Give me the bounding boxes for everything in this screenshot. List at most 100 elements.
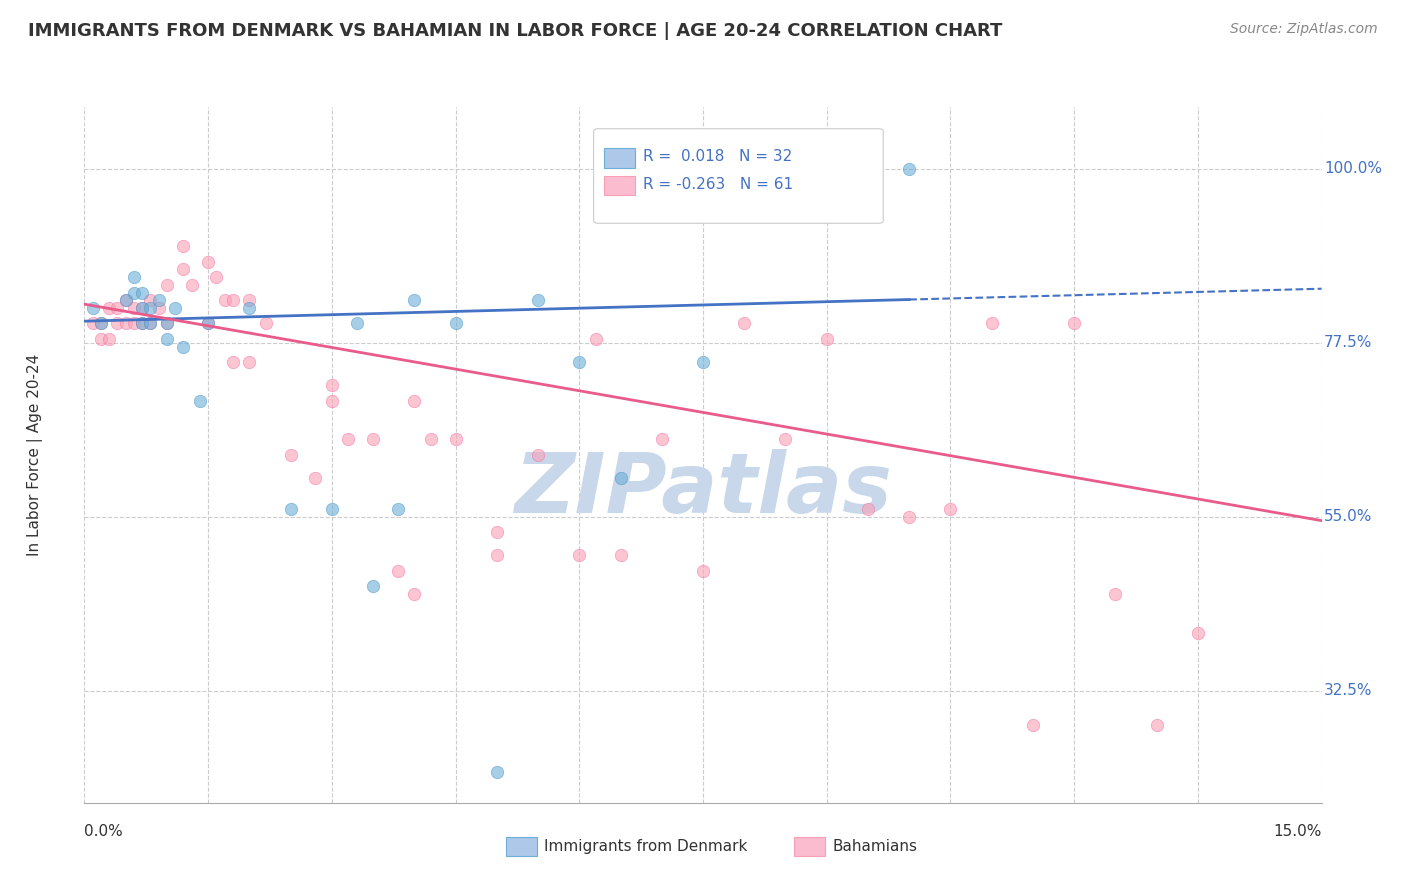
Point (444, 317, 467, 331)
Point (815, 332, 838, 346)
Point (82, 317, 104, 331)
Point (131, 317, 153, 331)
Point (321, 378, 343, 392)
Point (651, 433, 673, 447)
Point (939, 502, 962, 516)
Point (733, 317, 755, 331)
Point (197, 317, 219, 331)
Point (122, 285, 145, 300)
Text: In Labor Force | Age 20-24: In Labor Force | Age 20-24 (27, 354, 42, 556)
Point (90, 317, 112, 331)
Point (387, 502, 409, 516)
Point (139, 293, 162, 308)
Point (304, 471, 326, 485)
Text: 77.5%: 77.5% (1324, 335, 1372, 351)
Point (1146, 718, 1168, 732)
Point (527, 293, 550, 308)
Point (205, 270, 228, 285)
Point (280, 502, 302, 516)
Point (156, 317, 179, 331)
Point (361, 579, 384, 593)
Point (1104, 587, 1126, 601)
Point (188, 393, 211, 408)
Point (321, 502, 343, 516)
Text: Bahamians: Bahamians (832, 839, 917, 854)
Point (775, 433, 797, 447)
Point (1187, 625, 1209, 640)
Point (98, 332, 121, 346)
Point (122, 317, 145, 331)
Point (585, 332, 607, 346)
Point (148, 293, 170, 308)
Point (197, 317, 219, 331)
Point (280, 448, 302, 462)
Text: 55.0%: 55.0% (1324, 509, 1372, 524)
Text: Source: ZipAtlas.com: Source: ZipAtlas.com (1230, 22, 1378, 37)
Point (444, 433, 467, 447)
Point (387, 564, 409, 578)
Point (156, 317, 179, 331)
Point (485, 525, 508, 540)
Point (898, 509, 921, 524)
Point (114, 293, 136, 308)
Point (172, 340, 194, 354)
Point (114, 317, 136, 331)
Point (568, 549, 591, 563)
Point (180, 277, 202, 292)
Point (568, 355, 591, 369)
Point (197, 254, 219, 268)
Point (404, 587, 426, 601)
Point (898, 161, 921, 176)
Point (856, 502, 879, 516)
Point (82, 301, 104, 315)
Point (485, 764, 508, 779)
Point (148, 301, 170, 315)
Point (346, 317, 368, 331)
Text: R =  0.018   N = 32: R = 0.018 N = 32 (644, 149, 793, 164)
Point (238, 293, 260, 308)
Point (105, 317, 128, 331)
Text: IMMIGRANTS FROM DENMARK VS BAHAMIAN IN LABOR FORCE | AGE 20-24 CORRELATION CHART: IMMIGRANTS FROM DENMARK VS BAHAMIAN IN L… (28, 22, 1002, 40)
Point (105, 301, 128, 315)
Point (419, 433, 441, 447)
Point (222, 293, 245, 308)
Point (361, 433, 384, 447)
Point (238, 301, 260, 315)
Point (337, 433, 360, 447)
Point (815, 161, 838, 176)
Point (222, 355, 245, 369)
Text: 32.5%: 32.5% (1324, 683, 1372, 698)
Point (321, 393, 343, 408)
Text: 100.0%: 100.0% (1324, 161, 1382, 177)
Text: 15.0%: 15.0% (1274, 823, 1322, 838)
Point (139, 317, 162, 331)
Point (485, 549, 508, 563)
Point (172, 239, 194, 253)
Point (980, 317, 1002, 331)
Point (1063, 317, 1085, 331)
Point (131, 301, 153, 315)
Point (404, 393, 426, 408)
Text: 0.0%: 0.0% (84, 823, 124, 838)
Point (156, 332, 179, 346)
Point (214, 293, 236, 308)
Point (172, 262, 194, 277)
Point (527, 448, 550, 462)
Point (122, 301, 145, 315)
Point (238, 355, 260, 369)
Point (90, 317, 112, 331)
Point (609, 549, 631, 563)
Point (139, 301, 162, 315)
Text: R = -0.263   N = 61: R = -0.263 N = 61 (644, 178, 793, 193)
Point (90, 332, 112, 346)
Point (692, 355, 714, 369)
Point (692, 564, 714, 578)
Point (404, 293, 426, 308)
Text: ZIPatlas: ZIPatlas (515, 450, 891, 530)
Point (609, 471, 631, 485)
Point (131, 285, 153, 300)
Point (165, 301, 187, 315)
Point (114, 293, 136, 308)
Point (1022, 718, 1045, 732)
Point (98, 301, 121, 315)
